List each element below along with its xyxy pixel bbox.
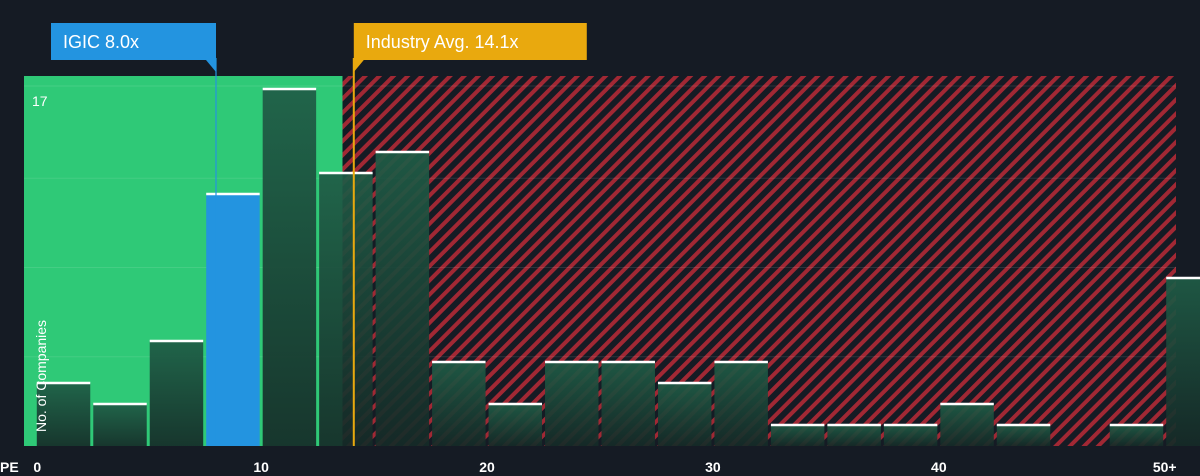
histogram-bar	[488, 404, 543, 446]
histogram-bar	[996, 425, 1051, 446]
histogram-bar	[375, 152, 430, 446]
histogram-bar	[657, 383, 712, 446]
histogram-bar	[36, 383, 91, 446]
histogram-bar	[545, 362, 599, 446]
histogram-bar	[770, 425, 825, 446]
x-tick-label: 40	[931, 459, 947, 475]
y-max-label: 17	[32, 93, 48, 109]
histogram-bar	[319, 173, 373, 446]
histogram-bar	[883, 425, 938, 446]
histogram-bar	[940, 404, 994, 446]
histogram-bar	[601, 362, 655, 446]
histogram-bar	[1166, 278, 1200, 446]
histogram-bar	[827, 425, 881, 446]
x-tick-label: 0	[33, 459, 41, 475]
x-axis-title: PE	[0, 459, 19, 475]
histogram-bar	[93, 404, 147, 446]
x-tick-label: 20	[479, 459, 495, 475]
histogram-bar	[432, 362, 486, 446]
industry-callout-label: Industry Avg. 14.1x	[366, 32, 519, 52]
histogram-bar	[262, 89, 317, 446]
histogram-bar	[149, 341, 204, 446]
company-callout-box	[51, 23, 216, 60]
industry-callout-box	[353, 23, 587, 60]
industry-callout-pointer	[353, 60, 364, 72]
histogram-bar	[1109, 425, 1164, 446]
x-tick-label: 50+	[1153, 459, 1177, 475]
company-callout-label: IGIC 8.0x	[63, 32, 139, 52]
highlighted-bar	[206, 194, 260, 446]
histogram-bar	[714, 362, 768, 446]
x-tick-label: 30	[705, 459, 721, 475]
company-callout-pointer	[206, 60, 216, 72]
x-tick-label: 10	[253, 459, 269, 475]
y-axis-title: No. of Companies	[33, 320, 49, 432]
